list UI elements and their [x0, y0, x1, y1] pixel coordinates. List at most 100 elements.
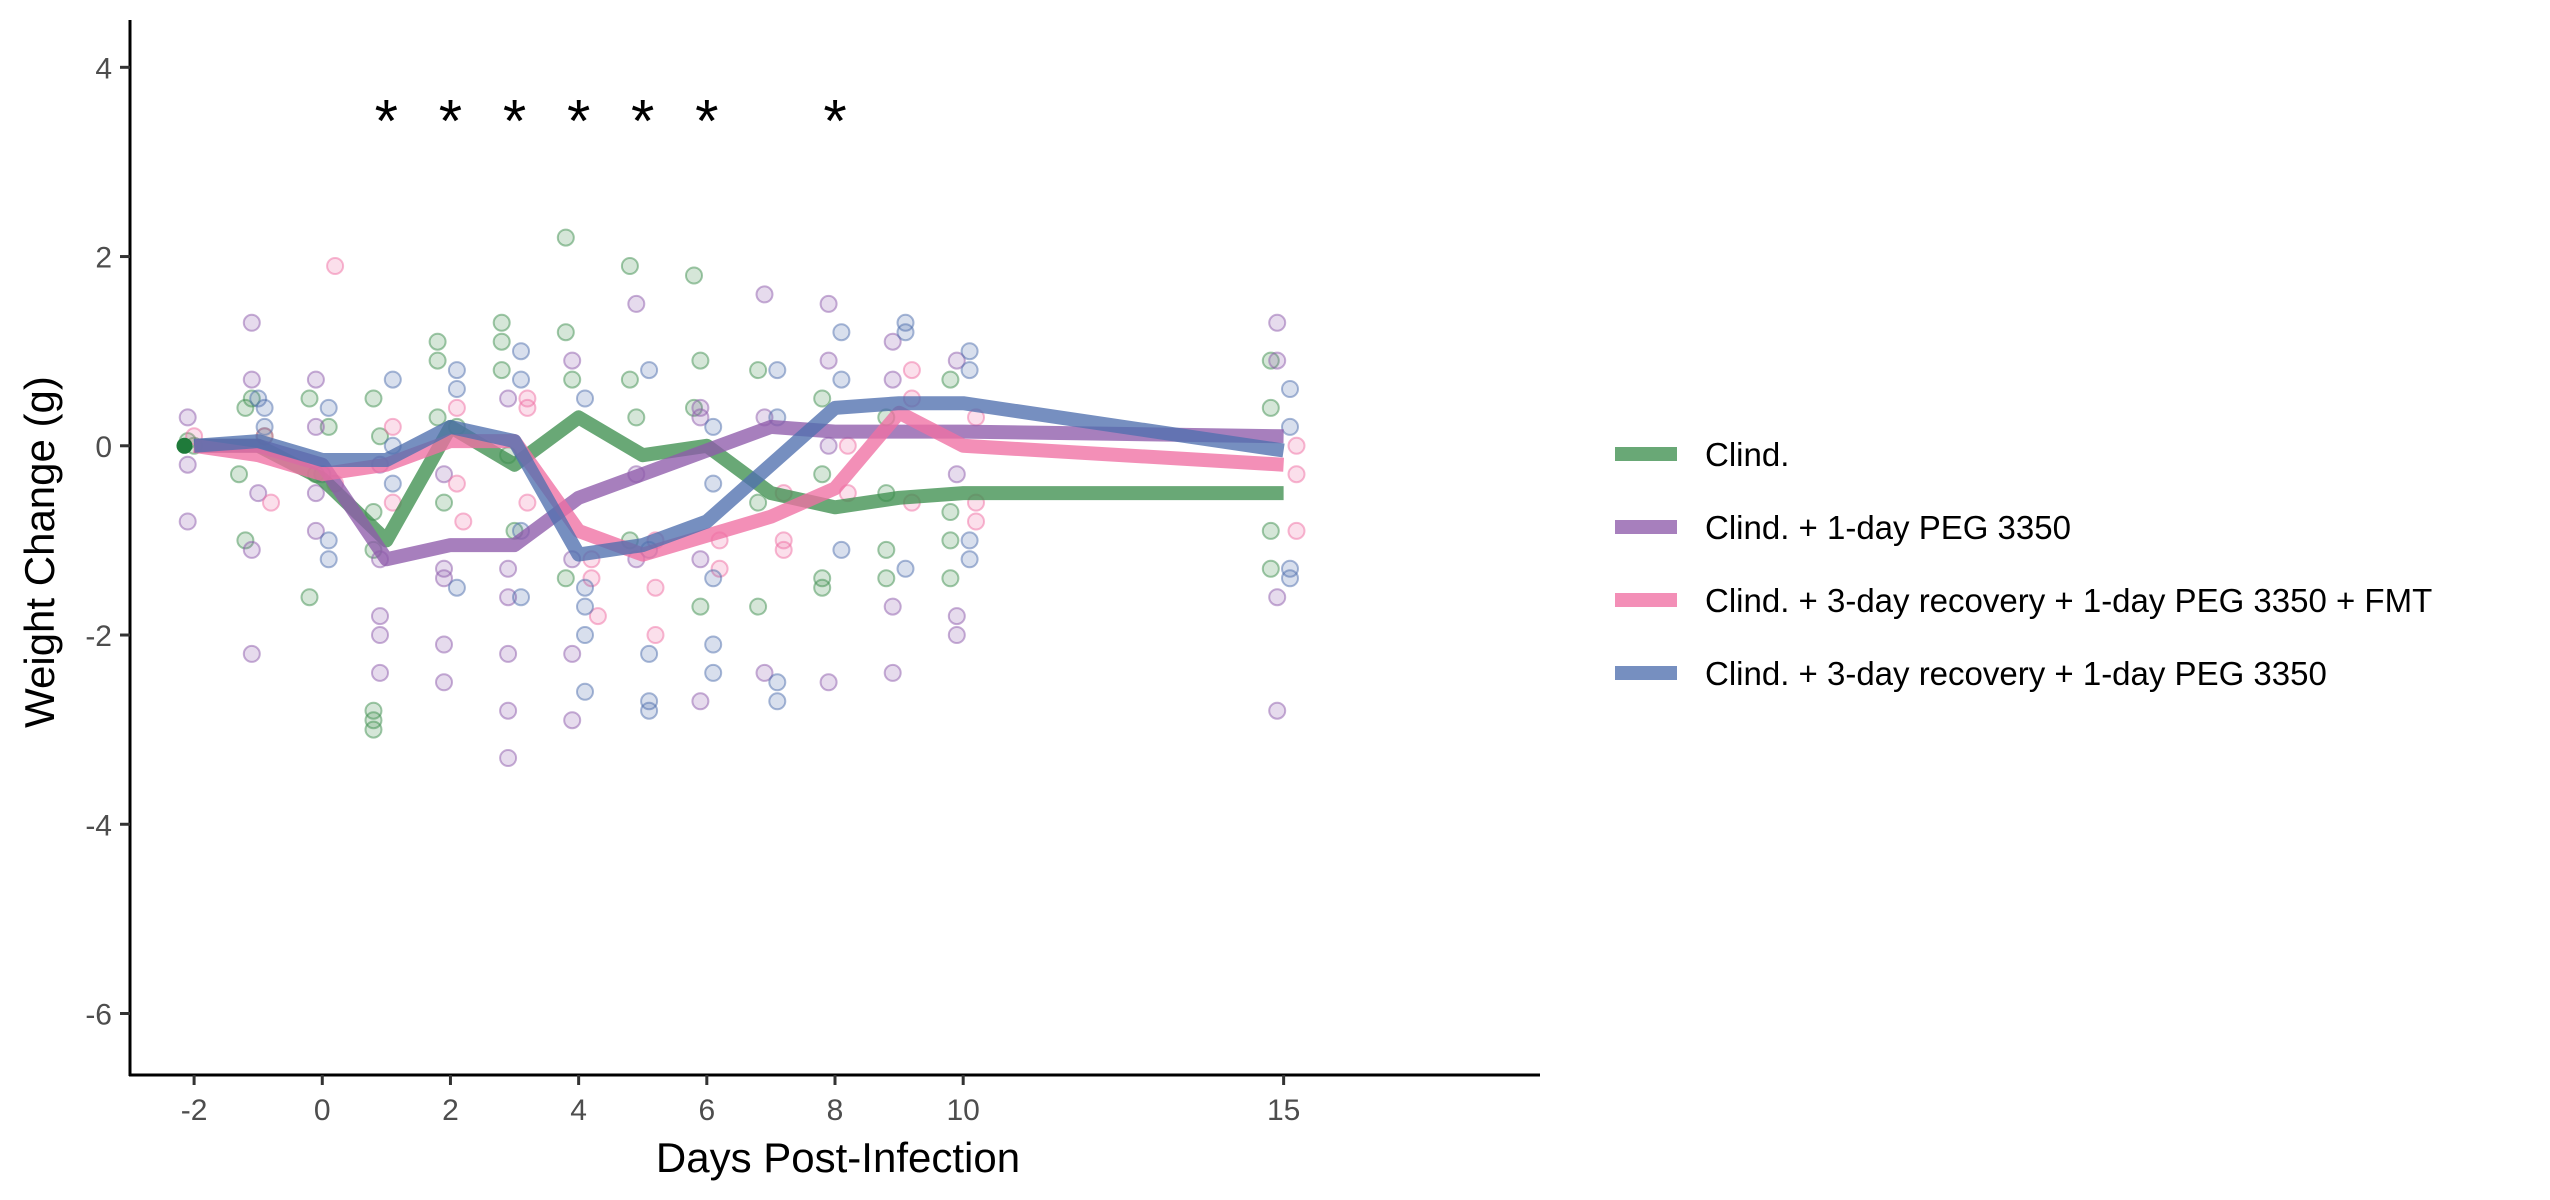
data-point: [1281, 417, 1299, 436]
data-point: [242, 389, 261, 408]
data-point: [691, 550, 710, 569]
data-point: [588, 607, 607, 626]
data-point: [883, 370, 902, 389]
data-point: [518, 493, 537, 512]
data-point: [813, 465, 832, 484]
data-point: [383, 417, 402, 436]
data-point: [364, 701, 383, 720]
data-point: [563, 711, 582, 730]
data-point: [947, 626, 966, 644]
y-tick-label: -2: [85, 620, 112, 653]
data-point: [236, 398, 255, 417]
data-point: [576, 626, 594, 644]
data-point: [755, 663, 774, 682]
data-point: [306, 521, 325, 540]
data-point: [576, 578, 594, 597]
data-point: [230, 465, 248, 484]
data-point: [819, 436, 838, 455]
data-point: [646, 578, 665, 597]
data-point: [576, 389, 594, 408]
data-point: [499, 559, 518, 578]
data-point: [563, 644, 582, 663]
data-point: [768, 692, 787, 711]
data-point: [492, 332, 511, 351]
data-point: [576, 682, 594, 701]
legend-label: Clind. + 3-day recovery + 1-day PEG 3350…: [1705, 582, 2432, 619]
data-point: [749, 361, 768, 380]
data-point: [319, 398, 338, 417]
data-point: [1281, 559, 1299, 578]
y-tick-label: -4: [85, 809, 112, 842]
data-point: [306, 417, 325, 436]
data-point: [640, 692, 659, 711]
data-point: [364, 389, 383, 408]
data-point: [704, 635, 723, 654]
data-point: [499, 749, 518, 767]
data-point: [967, 512, 985, 531]
x-tick-label: 4: [570, 1094, 587, 1127]
significance-star: *: [503, 87, 526, 154]
data-point: [383, 370, 402, 389]
data-point: [447, 361, 466, 380]
data-point: [499, 701, 518, 720]
data-point: [704, 663, 723, 682]
data-point: [832, 323, 851, 342]
data-point: [364, 711, 383, 730]
data-point: [883, 597, 902, 616]
x-tick-label: 15: [1267, 1094, 1300, 1127]
data-point: [454, 512, 473, 531]
data-point: [640, 361, 659, 380]
x-tick-label: 6: [698, 1094, 715, 1127]
data-point: [774, 531, 793, 550]
data-point: [371, 607, 389, 626]
data-point: [877, 540, 896, 559]
data-point: [813, 578, 832, 597]
data-point: [838, 436, 857, 455]
data-point: [813, 569, 832, 588]
data-point: [1287, 465, 1306, 484]
data-point: [685, 398, 703, 417]
data-point: [896, 323, 915, 342]
data-point: [178, 408, 197, 427]
data-point: [640, 701, 659, 720]
data-point: [1268, 351, 1287, 370]
data-point: [749, 493, 768, 512]
data-point: [435, 635, 453, 654]
data-point: [178, 455, 197, 474]
data-point: [646, 626, 665, 644]
y-tick-label: 4: [95, 52, 112, 85]
data-point: [1281, 569, 1299, 588]
y-tick-label: 0: [95, 431, 112, 464]
data-point: [435, 465, 453, 484]
data-point: [1261, 398, 1280, 417]
y-axis-title: Weight Change (g): [16, 376, 63, 728]
data-point: [435, 559, 453, 578]
x-tick-label: 8: [827, 1094, 844, 1127]
lines-layer: [176, 396, 1285, 567]
data-point: [512, 342, 530, 361]
significance-star: *: [567, 87, 590, 154]
data-point: [319, 550, 338, 569]
data-point: [768, 361, 787, 380]
data-point: [319, 417, 338, 436]
data-point: [640, 644, 659, 663]
data-point: [691, 408, 710, 427]
significance-star: *: [439, 87, 462, 154]
data-point: [499, 588, 518, 607]
data-point: [582, 569, 601, 588]
data-point: [435, 569, 453, 588]
data-point: [627, 294, 646, 313]
data-point: [941, 503, 960, 521]
data-point: [242, 540, 261, 559]
axes: -6 -4 -2 0 2 4 -2 0 2 4 6 8 10 15: [85, 20, 1540, 1127]
data-point: [242, 370, 261, 389]
data-point: [512, 588, 530, 607]
data-point: [447, 380, 466, 398]
data-point: [563, 370, 582, 389]
data-point: [896, 559, 915, 578]
data-point: [512, 370, 530, 389]
significance-star: *: [375, 87, 398, 154]
data-point: [832, 370, 851, 389]
data-point: [813, 389, 832, 408]
